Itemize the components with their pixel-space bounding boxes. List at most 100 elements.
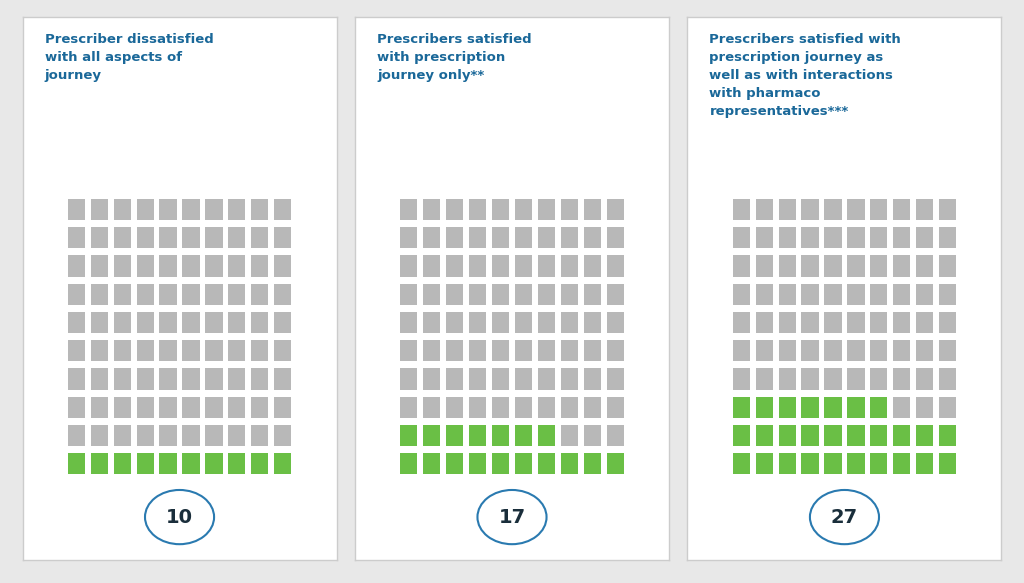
FancyBboxPatch shape bbox=[515, 312, 532, 333]
FancyBboxPatch shape bbox=[538, 453, 555, 475]
FancyBboxPatch shape bbox=[916, 199, 933, 220]
FancyBboxPatch shape bbox=[916, 283, 933, 305]
FancyBboxPatch shape bbox=[515, 199, 532, 220]
FancyBboxPatch shape bbox=[606, 227, 624, 248]
FancyBboxPatch shape bbox=[68, 340, 85, 361]
FancyBboxPatch shape bbox=[68, 453, 85, 475]
FancyBboxPatch shape bbox=[756, 425, 773, 446]
FancyBboxPatch shape bbox=[939, 199, 956, 220]
FancyBboxPatch shape bbox=[893, 255, 910, 276]
FancyBboxPatch shape bbox=[160, 340, 177, 361]
FancyBboxPatch shape bbox=[274, 340, 292, 361]
FancyBboxPatch shape bbox=[446, 227, 463, 248]
FancyBboxPatch shape bbox=[515, 340, 532, 361]
FancyBboxPatch shape bbox=[160, 283, 177, 305]
FancyBboxPatch shape bbox=[606, 368, 624, 389]
FancyBboxPatch shape bbox=[802, 368, 819, 389]
FancyBboxPatch shape bbox=[584, 255, 601, 276]
FancyBboxPatch shape bbox=[469, 312, 486, 333]
FancyBboxPatch shape bbox=[847, 312, 864, 333]
FancyBboxPatch shape bbox=[400, 453, 418, 475]
FancyBboxPatch shape bbox=[469, 255, 486, 276]
FancyBboxPatch shape bbox=[136, 396, 154, 418]
FancyBboxPatch shape bbox=[91, 199, 108, 220]
FancyBboxPatch shape bbox=[400, 283, 418, 305]
FancyBboxPatch shape bbox=[538, 340, 555, 361]
FancyBboxPatch shape bbox=[136, 425, 154, 446]
FancyBboxPatch shape bbox=[939, 255, 956, 276]
FancyBboxPatch shape bbox=[274, 396, 292, 418]
FancyBboxPatch shape bbox=[732, 396, 750, 418]
FancyBboxPatch shape bbox=[756, 255, 773, 276]
FancyBboxPatch shape bbox=[182, 312, 200, 333]
FancyBboxPatch shape bbox=[916, 227, 933, 248]
FancyBboxPatch shape bbox=[561, 312, 578, 333]
FancyBboxPatch shape bbox=[274, 368, 292, 389]
FancyBboxPatch shape bbox=[870, 199, 888, 220]
FancyBboxPatch shape bbox=[492, 199, 509, 220]
FancyBboxPatch shape bbox=[423, 340, 440, 361]
FancyBboxPatch shape bbox=[91, 283, 108, 305]
FancyBboxPatch shape bbox=[182, 368, 200, 389]
FancyBboxPatch shape bbox=[732, 340, 750, 361]
FancyBboxPatch shape bbox=[870, 312, 888, 333]
FancyBboxPatch shape bbox=[606, 283, 624, 305]
FancyBboxPatch shape bbox=[492, 396, 509, 418]
FancyBboxPatch shape bbox=[847, 255, 864, 276]
FancyBboxPatch shape bbox=[538, 255, 555, 276]
FancyBboxPatch shape bbox=[251, 283, 268, 305]
FancyBboxPatch shape bbox=[538, 396, 555, 418]
FancyBboxPatch shape bbox=[606, 453, 624, 475]
FancyBboxPatch shape bbox=[446, 312, 463, 333]
FancyBboxPatch shape bbox=[824, 425, 842, 446]
FancyBboxPatch shape bbox=[870, 396, 888, 418]
Text: Prescriber dissatisfied
with all aspects of
journey: Prescriber dissatisfied with all aspects… bbox=[44, 33, 213, 82]
FancyBboxPatch shape bbox=[538, 368, 555, 389]
FancyBboxPatch shape bbox=[251, 227, 268, 248]
FancyBboxPatch shape bbox=[469, 425, 486, 446]
FancyBboxPatch shape bbox=[916, 453, 933, 475]
FancyBboxPatch shape bbox=[446, 199, 463, 220]
FancyBboxPatch shape bbox=[584, 453, 601, 475]
FancyBboxPatch shape bbox=[68, 227, 85, 248]
FancyBboxPatch shape bbox=[778, 340, 796, 361]
FancyBboxPatch shape bbox=[756, 312, 773, 333]
FancyBboxPatch shape bbox=[228, 199, 246, 220]
FancyBboxPatch shape bbox=[274, 227, 292, 248]
FancyBboxPatch shape bbox=[561, 255, 578, 276]
FancyBboxPatch shape bbox=[561, 396, 578, 418]
FancyBboxPatch shape bbox=[778, 283, 796, 305]
FancyBboxPatch shape bbox=[182, 227, 200, 248]
FancyBboxPatch shape bbox=[939, 340, 956, 361]
FancyBboxPatch shape bbox=[778, 453, 796, 475]
FancyBboxPatch shape bbox=[778, 312, 796, 333]
FancyBboxPatch shape bbox=[824, 453, 842, 475]
FancyBboxPatch shape bbox=[423, 425, 440, 446]
FancyBboxPatch shape bbox=[136, 340, 154, 361]
FancyBboxPatch shape bbox=[205, 255, 222, 276]
FancyBboxPatch shape bbox=[423, 227, 440, 248]
FancyBboxPatch shape bbox=[732, 255, 750, 276]
FancyBboxPatch shape bbox=[205, 368, 222, 389]
FancyBboxPatch shape bbox=[68, 255, 85, 276]
FancyBboxPatch shape bbox=[251, 368, 268, 389]
FancyBboxPatch shape bbox=[205, 227, 222, 248]
FancyBboxPatch shape bbox=[756, 199, 773, 220]
FancyBboxPatch shape bbox=[561, 199, 578, 220]
FancyBboxPatch shape bbox=[469, 227, 486, 248]
FancyBboxPatch shape bbox=[778, 199, 796, 220]
FancyBboxPatch shape bbox=[584, 425, 601, 446]
FancyBboxPatch shape bbox=[492, 425, 509, 446]
FancyBboxPatch shape bbox=[606, 396, 624, 418]
FancyBboxPatch shape bbox=[847, 425, 864, 446]
FancyBboxPatch shape bbox=[893, 453, 910, 475]
FancyBboxPatch shape bbox=[802, 453, 819, 475]
FancyBboxPatch shape bbox=[182, 199, 200, 220]
FancyBboxPatch shape bbox=[732, 312, 750, 333]
FancyBboxPatch shape bbox=[114, 227, 131, 248]
FancyBboxPatch shape bbox=[114, 453, 131, 475]
FancyBboxPatch shape bbox=[561, 425, 578, 446]
FancyBboxPatch shape bbox=[469, 453, 486, 475]
FancyBboxPatch shape bbox=[870, 340, 888, 361]
FancyBboxPatch shape bbox=[68, 199, 85, 220]
